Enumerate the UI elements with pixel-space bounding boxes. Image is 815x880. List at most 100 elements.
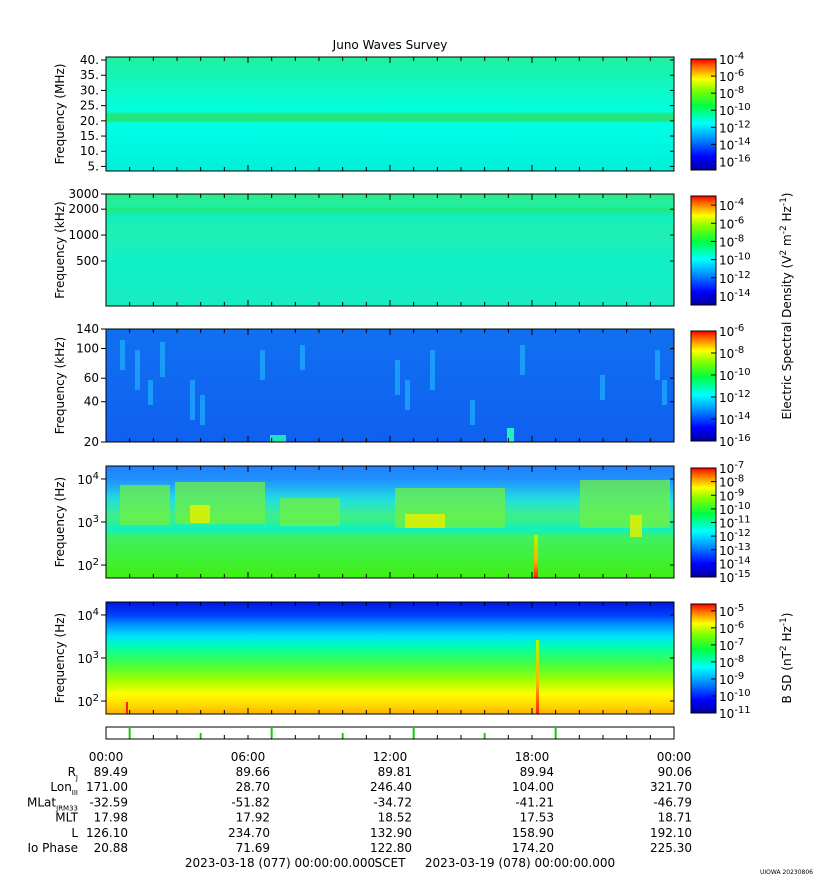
colorbar-tick-label: 10-4 — [719, 197, 744, 213]
y-tick-label: 40. — [80, 53, 99, 67]
emission-spike — [126, 702, 128, 714]
spectrogram-panel-1: 5.10.15.20.25. 30.35.40. Frequency (MHz) 10… — [53, 51, 751, 173]
emission-patch — [270, 435, 286, 442]
ephemeris-value: 17.98 — [94, 811, 128, 825]
ephemeris-value: -41.21 — [515, 795, 554, 809]
colorbar-tick-label: 10-8 — [719, 345, 744, 361]
y-tick-label: 140 — [76, 322, 99, 336]
y-tick-label: 102 — [77, 693, 99, 709]
y-tick-label: 40 — [84, 395, 99, 409]
x-tick-label: 12:00 — [373, 750, 408, 764]
colorbar-tick-label: 10-11 — [719, 705, 751, 721]
emission-intense — [630, 515, 642, 537]
crossing-marker — [199, 733, 202, 738]
y-tick-label: 104 — [77, 471, 99, 487]
colorbar-frame — [690, 603, 717, 714]
colorbar-tick-label: 10-12 — [719, 270, 751, 286]
emission-streak — [470, 400, 475, 425]
y-tick-label: 103 — [77, 514, 99, 530]
colorbar-labels: Electric Spectral Density (V2 m-2 Hz-1) … — [779, 192, 794, 703]
ephemeris-value: 89.66 — [236, 765, 270, 779]
y-tick-label: 60 — [84, 371, 99, 385]
colorbar-tick-label: 10-10 — [719, 102, 751, 118]
emission-streak — [160, 342, 165, 377]
ephemeris-value: 321.70 — [650, 780, 692, 794]
y-tick-label: 15. — [80, 129, 99, 143]
emission-band — [280, 498, 340, 526]
colorbar-tick-label: 10-8 — [719, 474, 744, 490]
crossing-marker — [270, 728, 273, 738]
emission-burst — [534, 535, 538, 578]
y-tick-label: 1000 — [68, 228, 99, 242]
colorbar — [691, 59, 716, 170]
y-axis-label: Frequency (Hz) — [53, 477, 67, 568]
colorbar-tick-label: 10-12 — [719, 119, 751, 135]
ephemeris-value: 89.94 — [520, 765, 554, 779]
colorbar-tick-label: 10-10 — [719, 367, 751, 383]
ephemeris-value: 18.71 — [658, 811, 692, 825]
colorbar-tick-label: 10-14 — [719, 136, 751, 152]
colorbar-tick-label: 10-16 — [719, 433, 751, 449]
ephemeris-value: 17.53 — [520, 811, 554, 825]
colorbar — [691, 331, 716, 441]
ephemeris-value: 225.30 — [650, 841, 692, 855]
crossing-marker — [412, 728, 415, 738]
ephemeris-value: 171.00 — [86, 780, 128, 794]
emission-streak — [190, 380, 195, 420]
chart-title: Juno Waves Survey — [332, 38, 448, 52]
colorbar — [691, 604, 716, 713]
x-tick-label: 06:00 — [231, 750, 266, 764]
x-tick-label: 18:00 — [515, 750, 550, 764]
ephemeris-value: 246.40 — [370, 780, 412, 794]
emission-streak — [405, 380, 410, 410]
colorbar-tick-label: 10-7 — [719, 460, 744, 476]
emission-streak — [430, 350, 435, 390]
emission-streak — [135, 350, 140, 390]
y-tick-label: 20 — [84, 435, 99, 449]
colorbar-tick-label: 10-6 — [719, 323, 744, 339]
ephemeris-value: -32.59 — [89, 795, 128, 809]
colorbar-tick-label: 10-12 — [719, 528, 751, 544]
y-axis-label: Frequency (kHz) — [53, 201, 67, 298]
colorbar-tick-label: 10-7 — [719, 637, 744, 653]
emission-streak — [395, 360, 400, 395]
colorbar-frame — [690, 330, 717, 442]
colorbar-tick-label: 10-9 — [719, 671, 744, 687]
ephemeris-value: 90.06 — [658, 765, 692, 779]
colorbar-tick-label: 10-10 — [719, 501, 751, 517]
emission-streak — [655, 350, 660, 380]
colorbar-tick-label: 10-4 — [719, 51, 744, 67]
colorbar-tick-label: 10-9 — [719, 487, 744, 503]
time-range-start: 2023-03-18 (077) 00:00:00.000 — [185, 856, 375, 870]
colorbar-label-magnetic: B SD (nT2 Hz-1) — [779, 613, 794, 704]
emission-intense — [190, 505, 210, 523]
emission-streak — [260, 350, 265, 380]
crossing-marker — [483, 733, 486, 738]
crossing-marker — [341, 733, 344, 738]
ephemeris-value: 89.49 — [94, 765, 128, 779]
ephemeris-row-label: MLatJRM33 — [27, 795, 78, 812]
time-range-end: 2023-03-19 (078) 00:00:00.000 — [425, 856, 615, 870]
ephemeris-row-label: LonIII — [50, 780, 78, 797]
emission-streak — [200, 395, 205, 425]
ephemeris-marker-strip — [105, 726, 675, 740]
y-tick-label: 103 — [77, 650, 99, 666]
ephemeris-row-label: RJ — [68, 765, 78, 782]
colorbar-tick-label: 10-14 — [719, 555, 751, 571]
x-tick-label: 00:00 — [657, 750, 692, 764]
ephemeris-value: 104.00 — [512, 780, 554, 794]
y-tick-label: 100 — [76, 342, 99, 356]
y-tick-label: 35. — [80, 68, 99, 82]
spectrogram-image — [106, 57, 674, 171]
ephemeris-value: 192.10 — [650, 826, 692, 840]
emission-band — [580, 480, 670, 528]
ephemeris-value: 17.92 — [236, 811, 270, 825]
colorbar-tick-label: 10-8 — [719, 654, 744, 670]
colorbar-tick-label: 10-8 — [719, 233, 744, 249]
colorbar-tick-label: 10-6 — [719, 215, 744, 231]
emission-streak — [662, 380, 667, 405]
ephemeris-row-label: Io Phase — [27, 841, 78, 855]
y-tick-label: 102 — [77, 557, 99, 573]
